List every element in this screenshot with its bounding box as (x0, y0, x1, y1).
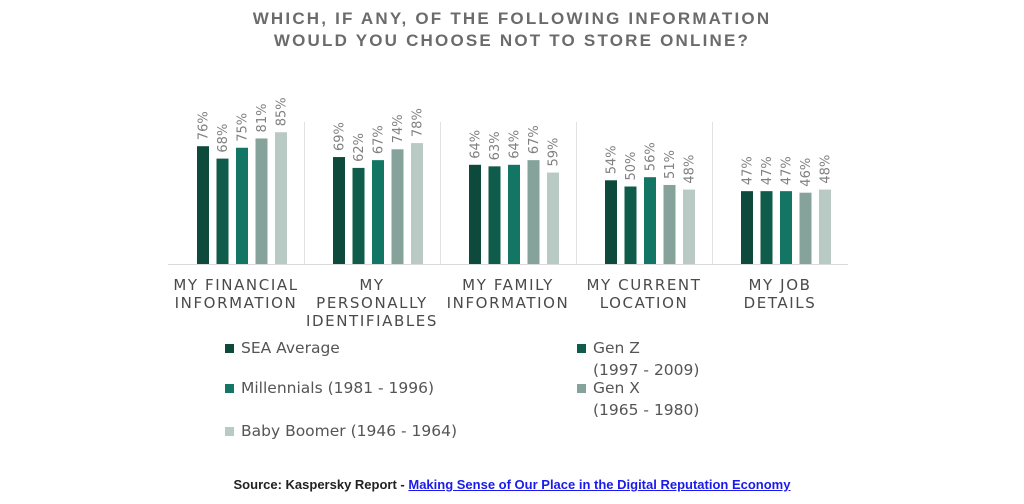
chart-title-line-1: WHICH, IF ANY, OF THE FOLLOWING INFORMAT… (252, 9, 772, 28)
bar (799, 192, 812, 264)
data-label: 75% (236, 113, 251, 142)
legend-label: Baby Boomer (1946 - 1964) (241, 420, 457, 442)
data-label: 69% (333, 122, 348, 151)
bar (197, 146, 209, 264)
legend-label: Millennials (1981 - 1996) (241, 377, 434, 399)
data-label: 67% (527, 125, 542, 154)
data-label: 47% (760, 156, 775, 185)
chart-title-line-2: WOULD YOU CHOOSE NOT TO STORE ONLINE? (273, 31, 751, 50)
category-label: MY CURRENT (586, 276, 701, 294)
data-label: 51% (663, 150, 678, 179)
bar (469, 164, 481, 264)
bar (644, 177, 656, 264)
data-label: 56% (644, 142, 659, 171)
bar (352, 167, 365, 264)
legend-label-line: Gen X (593, 379, 640, 397)
legend-label-line: Gen Z (593, 339, 640, 357)
bar (275, 132, 287, 264)
data-label: 47% (780, 156, 795, 185)
legend-label: Gen X (1965 - 1980) (593, 377, 699, 421)
data-label: 46% (799, 158, 814, 187)
source-link[interactable]: Making Sense of Our Place in the Digital… (408, 477, 791, 492)
category-label: LOCATION (600, 294, 689, 312)
data-label: 48% (819, 155, 834, 184)
bar (624, 186, 637, 264)
category-label: IDENTIFIABLES (306, 312, 438, 330)
bar (372, 160, 384, 264)
bar (605, 180, 617, 264)
category-label: MY FINANCIAL (173, 276, 298, 294)
legend-swatch (225, 384, 234, 393)
source-prefix: Source: Kaspersky Report - (233, 477, 409, 492)
data-label: 63% (488, 131, 503, 160)
category-label: PERSONALLY (316, 294, 428, 312)
bar (255, 138, 268, 264)
source-line: Source: Kaspersky Report - Making Sense … (0, 477, 1024, 492)
legend-label-line: Millennials (1981 - 1996) (241, 379, 435, 397)
data-label: 67% (372, 125, 387, 154)
bar (780, 191, 792, 264)
legend-swatch (577, 384, 586, 393)
bar (741, 191, 753, 264)
data-label: 85% (275, 97, 290, 126)
bar (236, 147, 248, 264)
category-label: MY FAMILY (462, 276, 554, 294)
data-label: 47% (741, 156, 756, 185)
legend-label: SEA Average (241, 337, 340, 359)
data-label: 64% (469, 130, 484, 159)
bar (216, 158, 229, 264)
bar (488, 166, 501, 264)
bar (760, 191, 773, 264)
bar (547, 172, 559, 264)
category-label: DETAILS (744, 294, 817, 312)
bar (527, 160, 540, 264)
bar (663, 184, 676, 264)
legend-label-line: Baby Boomer (1946 - 1964) (241, 422, 458, 440)
bar-chart: 76% 68% 75% 81% 85%MY FINANCIALINFORMATION69… (168, 97, 848, 330)
legend-label-line: (1965 - 1980) (593, 401, 700, 419)
data-label: 74% (391, 114, 406, 143)
category-label: MY JOB (749, 276, 812, 294)
bar (819, 189, 831, 264)
legend-label: Gen Z (1997 - 2009) (593, 337, 699, 381)
chart-title: WHICH, IF ANY, OF THE FOLLOWING INFORMAT… (0, 8, 1024, 52)
data-label: 50% (624, 152, 639, 181)
bar (411, 143, 423, 264)
data-label: 76% (197, 111, 212, 140)
data-label: 54% (605, 145, 620, 174)
data-label: 81% (255, 104, 270, 133)
data-label: 48% (683, 155, 698, 184)
category-label: INFORMATION (447, 294, 570, 312)
legend-swatch (225, 344, 234, 353)
category-label: MY (359, 276, 384, 294)
bar (333, 157, 345, 264)
legend-label-line: SEA Average (241, 339, 340, 357)
data-label: 59% (547, 138, 562, 167)
legend-swatch (225, 427, 234, 436)
data-label: 64% (508, 130, 523, 159)
category-label: INFORMATION (175, 294, 298, 312)
data-label: 62% (352, 133, 367, 162)
bar (508, 164, 520, 264)
bar (391, 149, 404, 264)
legend-label-line: (1997 - 2009) (593, 361, 700, 379)
data-label: 78% (411, 108, 426, 137)
legend-swatch (577, 344, 586, 353)
bar (683, 189, 695, 264)
data-label: 68% (216, 124, 231, 153)
